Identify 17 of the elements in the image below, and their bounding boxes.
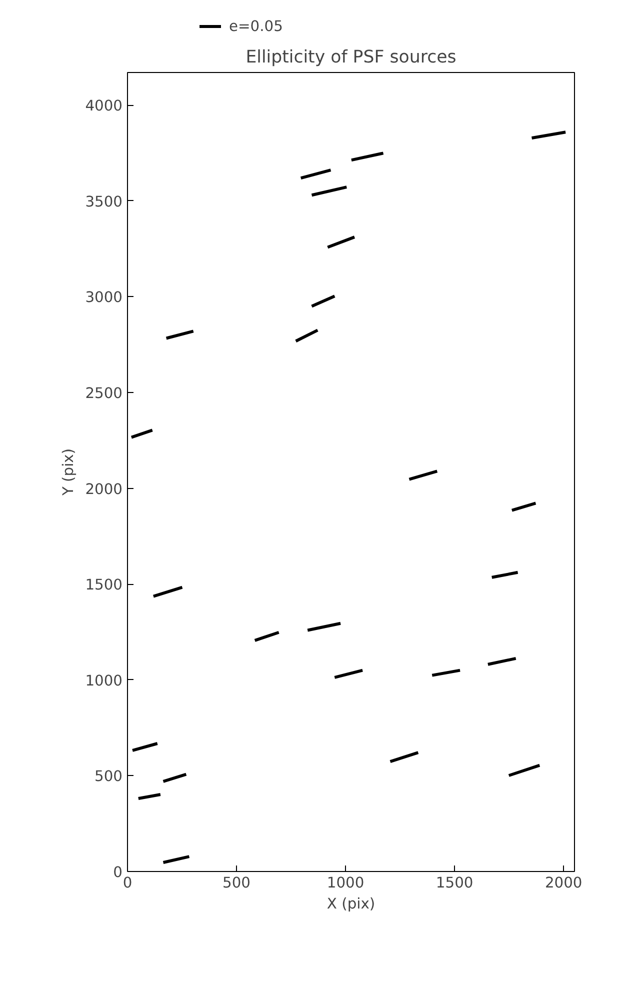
y-tick-label: 0 — [113, 864, 123, 881]
y-tick-label: 2000 — [85, 480, 123, 498]
x-axis-title: X (pix) — [326, 896, 376, 912]
y-tick-label: 500 — [94, 768, 123, 786]
text: e=0.05 — [229, 18, 283, 34]
x-tick-label: 1500 — [436, 874, 474, 892]
x-tick-label: 500 — [222, 874, 251, 892]
y-tick-label: 3500 — [85, 193, 123, 210]
x-tick-label: 2000 — [544, 874, 582, 892]
y-tick-label: 1500 — [85, 576, 123, 594]
y-tick-label: 1000 — [85, 672, 123, 690]
x-tick-label: 1000 — [326, 874, 364, 892]
y-tick-label: 3000 — [85, 289, 123, 306]
y-tick-label: 4000 — [85, 98, 123, 115]
y-tick-label: 2500 — [85, 384, 123, 402]
chart-title: Ellipticity of PSF sources — [246, 48, 456, 68]
y-axis-title: Y (pix) — [60, 448, 78, 497]
